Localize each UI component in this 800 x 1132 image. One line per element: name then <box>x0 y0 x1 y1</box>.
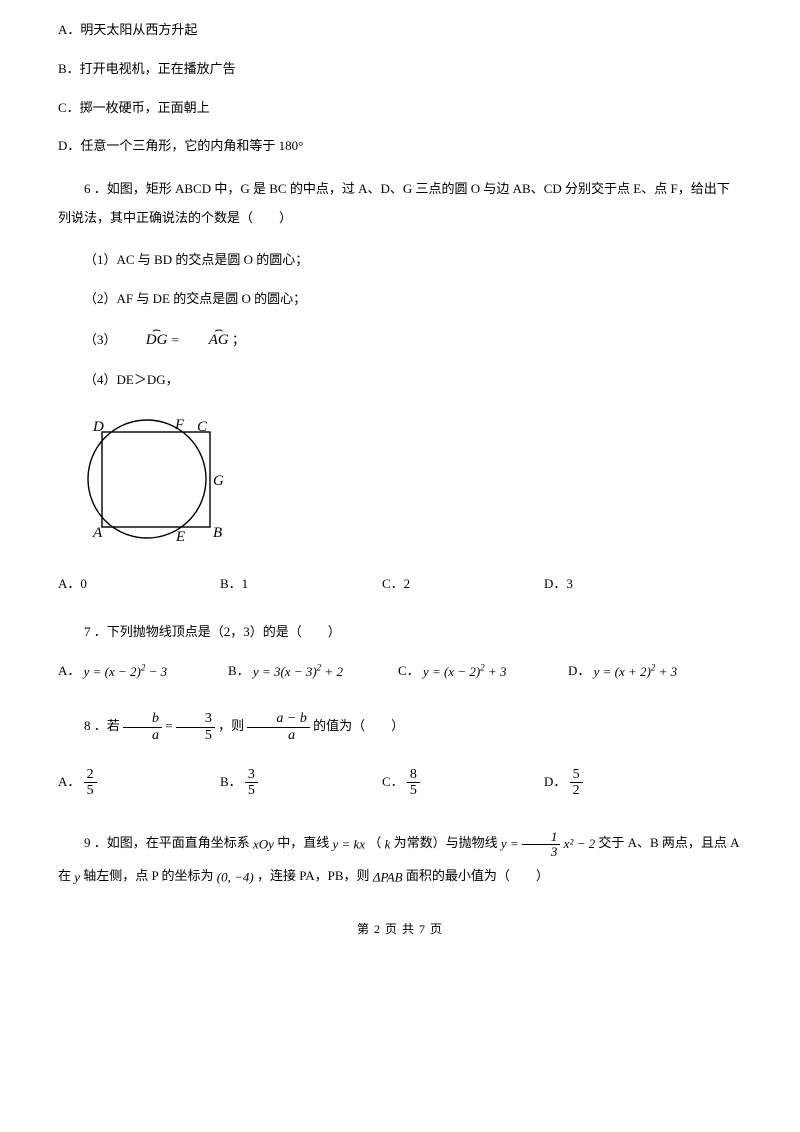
q8-label-b: B． <box>220 774 242 789</box>
frac-ab-den: a <box>247 728 309 743</box>
label-f: F <box>174 417 185 433</box>
q7-opt-b: B． y = 3(x − 3)2 + 2 <box>228 661 398 683</box>
q6-opt-b: B．1 <box>220 574 382 595</box>
q7-stem: 7 ．下列抛物线顶点是（2，3）的是（ ） <box>58 622 742 643</box>
q9-parab-num: 1 <box>522 830 561 845</box>
q5-option-b: B．打开电视机，正在播放广告 <box>58 59 742 80</box>
q9-k: k <box>385 836 391 851</box>
q7-opt-a: A． y = (x − 2)2 − 3 <box>58 661 228 683</box>
arc-dg: DG <box>120 328 168 352</box>
q9-p2: 中，直线 <box>277 835 332 850</box>
q7-formula-b: y = 3(x − 3)2 + 2 <box>253 664 343 679</box>
frac-35-num: 3 <box>176 711 215 727</box>
q8-opt-d: D． 5 2 <box>544 767 706 799</box>
frac-amb-over-a: a − b a <box>247 711 309 743</box>
frac-b-over-a: b a <box>123 711 162 743</box>
q8-a-num: 2 <box>84 767 97 783</box>
q9-p6: 轴左侧，点 P 的坐标为 <box>83 868 217 883</box>
q8-label-d: D． <box>544 774 566 789</box>
q6-item4: （4）DE＞DG， <box>58 370 742 391</box>
q7-formula-c: y = (x − 2)2 + 3 <box>423 664 507 679</box>
q5-option-a: A．明天太阳从西方升起 <box>58 20 742 41</box>
q8-b-den: 5 <box>245 783 258 798</box>
arc-ag: AG <box>183 328 229 352</box>
q9-pcoord: (0, −4) <box>217 869 254 884</box>
q6-options: A．0 B．1 C．2 D．3 <box>58 574 742 595</box>
equals-2: = <box>165 718 176 733</box>
q9-triangle: ΔPAB <box>373 869 403 884</box>
q5-option-d: D．任意一个三角形，它的内角和等于 180° <box>58 136 742 157</box>
q8-stem-mid: ，则 <box>218 718 247 733</box>
q6-item3: （3） DG = AG ； <box>58 328 742 352</box>
q9-parab-frac: 13 <box>522 830 561 860</box>
q6-opt-d: D．3 <box>544 574 706 595</box>
q8-label-c: C． <box>382 774 404 789</box>
q6-item3-suffix: ； <box>232 332 245 347</box>
q6-item3-prefix: （3） <box>84 332 117 347</box>
q7-options: A． y = (x − 2)2 − 3 B． y = 3(x − 3)2 + 2… <box>58 661 742 683</box>
label-d: D <box>92 419 104 435</box>
q8-d-num: 5 <box>570 767 583 783</box>
frac-ba-num: b <box>123 711 162 727</box>
q8-d-den: 2 <box>570 783 583 798</box>
label-c: C <box>197 419 208 435</box>
label-b: B <box>213 525 222 541</box>
q6-opt-c: C．2 <box>382 574 544 595</box>
q8-c-den: 5 <box>407 783 420 798</box>
q8-c-num: 8 <box>407 767 420 783</box>
q7-label-c: C． <box>398 663 420 678</box>
q5-option-c: C．掷一枚硬币，正面朝上 <box>58 98 742 119</box>
q9-line-eq: y = kx <box>332 836 365 851</box>
q8-frac-b: 3 5 <box>245 767 258 799</box>
q9-stem: 9 ．如图，在平面直角坐标系 xOy 中，直线 y = kx （ k 为常数）与… <box>58 827 742 893</box>
q7-label-b: B． <box>228 663 250 678</box>
q8-frac-c: 8 5 <box>407 767 420 799</box>
frac-ba-den: a <box>123 728 162 743</box>
frac-3-5: 3 5 <box>176 711 215 743</box>
q7-formula-a: y = (x − 2)2 − 3 <box>84 664 168 679</box>
q7-formula-d: y = (x + 2)2 + 3 <box>594 664 678 679</box>
q6-item1: （1）AC 与 BD 的交点是圆 O 的圆心； <box>58 250 742 271</box>
rectangle-abcd <box>102 432 210 527</box>
q6-item2: （2）AF 与 DE 的交点是圆 O 的圆心； <box>58 289 742 310</box>
q6-opt-a: A．0 <box>58 574 220 595</box>
q9-p3: （ <box>368 835 381 850</box>
q9-p8: 面积的最小值为（ ） <box>406 868 549 883</box>
q9-p1: 9 ．如图，在平面直角坐标系 <box>84 835 253 850</box>
q8-opt-c: C． 8 5 <box>382 767 544 799</box>
q8-stem: 8 ．若 b a = 3 5 ，则 a − b a 的值为（ ） <box>58 711 742 743</box>
q8-a-den: 5 <box>84 783 97 798</box>
q9-parab: y = 13 x² − 2 <box>501 836 599 851</box>
q9-yaxis: y <box>74 869 80 884</box>
q8-opt-b: B． 3 5 <box>220 767 382 799</box>
q9-xoy: xOy <box>253 836 274 851</box>
q8-opt-a: A． 2 5 <box>58 767 220 799</box>
q8-frac-d: 5 2 <box>570 767 583 799</box>
q7-label-d: D． <box>568 663 590 678</box>
q8-options: A． 2 5 B． 3 5 C． 8 5 D． 5 2 <box>58 767 742 799</box>
q6-stem: 6 ．如图，矩形 ABCD 中，G 是 BC 的中点，过 A、D、G 三点的圆 … <box>58 175 742 232</box>
q7-label-a: A． <box>58 663 80 678</box>
circle-o <box>88 420 206 538</box>
frac-ab-num: a − b <box>247 711 309 727</box>
q8-stem-prefix: 8 ．若 <box>84 718 123 733</box>
q9-p4: 为常数）与抛物线 <box>394 835 501 850</box>
q9-parab-prefix: y = <box>501 836 522 851</box>
label-g: G <box>213 473 224 489</box>
q9-parab-suffix: x² − 2 <box>560 836 595 851</box>
q9-parab-den: 3 <box>522 845 561 859</box>
label-e: E <box>175 529 185 545</box>
q8-b-num: 3 <box>245 767 258 783</box>
equals: = <box>171 332 183 347</box>
frac-35-den: 5 <box>176 728 215 743</box>
q7-opt-d: D． y = (x + 2)2 + 3 <box>568 661 738 683</box>
q6-figure: D F C G A E B <box>80 409 742 556</box>
label-a: A <box>92 525 103 541</box>
page-footer: 第 2 页 共 7 页 <box>58 920 742 939</box>
q8-label-a: A． <box>58 774 80 789</box>
q9-p7: ，连接 PA，PB，则 <box>257 868 373 883</box>
q7-opt-c: C． y = (x − 2)2 + 3 <box>398 661 568 683</box>
q8-stem-suffix: 的值为（ ） <box>313 718 404 733</box>
q8-frac-a: 2 5 <box>84 767 97 799</box>
